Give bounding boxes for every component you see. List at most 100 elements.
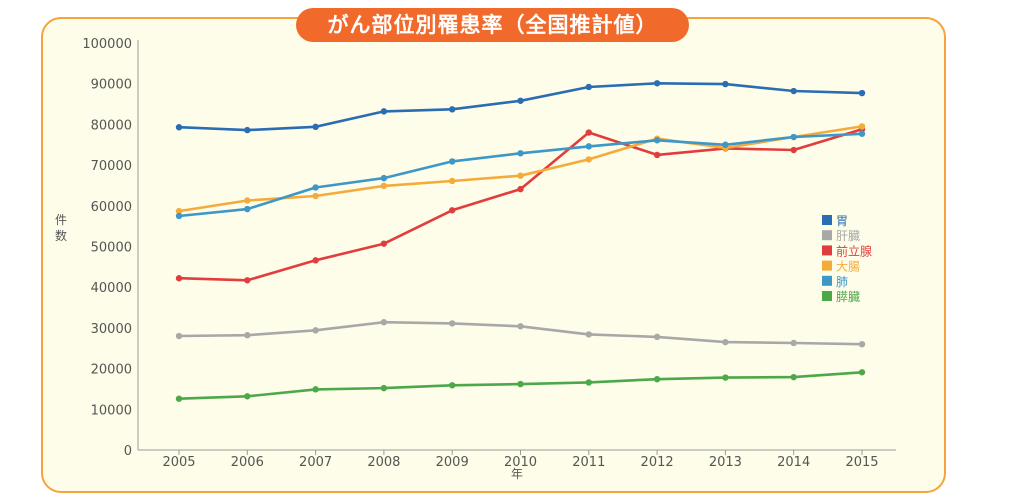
x-tick-label: 2006 [231,455,264,470]
data-point [858,340,866,348]
data-point [517,323,524,330]
data-point [380,174,388,182]
data-point [653,333,661,341]
legend-swatch-6 [822,291,832,301]
data-point [722,141,729,148]
data-point [244,393,251,400]
data-point [585,83,592,91]
legend-label-1: 胃 [836,214,848,228]
data-point [244,197,251,204]
data-point [517,150,524,157]
x-tick-label: 2011 [572,455,605,470]
data-point [653,375,661,383]
x-tick-label: 2014 [777,455,810,470]
y-tick-label: 30000 [91,322,132,337]
data-point [175,332,183,340]
data-point [312,257,319,264]
data-point [858,123,866,130]
y-tick-label: 10000 [91,403,132,418]
data-point [653,137,661,144]
chart-axes [137,40,896,451]
data-point [312,184,319,191]
data-point [449,177,456,185]
data-point [312,327,319,334]
data-point [449,207,456,214]
data-point [722,338,729,346]
data-point [585,156,592,163]
legend-label-5: 肺 [836,275,848,289]
data-point [722,374,729,381]
x-tick-label: 2012 [641,455,674,470]
x-tick-label: 2015 [845,455,878,470]
data-point [380,384,388,392]
data-point [380,319,388,326]
y-axis-label-line1: 件 [55,213,67,227]
data-point [585,129,592,136]
data-point [312,386,319,393]
data-point [244,205,251,213]
legend-swatch-3 [822,245,832,256]
data-point [175,124,183,131]
y-tick-label: 40000 [91,281,132,296]
x-tick-label: 2007 [299,455,332,470]
y-tick-labels: 0 10000 20000 30000 40000 50000 60000 70000 8000… [82,37,132,459]
data-point [790,146,797,154]
x-tick-label: 2013 [709,455,742,470]
data-point [380,240,388,247]
y-tick-label: 20000 [91,363,132,378]
legend-label-3: 前立腺 [836,243,872,258]
data-point [175,207,183,215]
data-point [517,172,524,179]
y-tick-label: 70000 [91,159,132,174]
x-tick-label: 2005 [162,455,195,470]
data-point [858,369,866,376]
legend-label-6: 膵臓 [836,290,860,304]
y-axis-label-line2: 数 [55,228,67,243]
data-point [449,106,456,113]
data-point [175,275,183,282]
y-tick-label: 100000 [82,37,132,52]
data-point [244,277,251,284]
y-tick-label: 60000 [91,200,132,215]
legend-label-4: 大腸 [836,260,860,274]
y-tick-label: 80000 [91,118,132,133]
legend-swatch-4 [822,260,832,271]
data-point [175,395,183,402]
data-point [449,158,456,165]
data-point [585,331,592,338]
chart-frame [41,17,946,493]
x-axis-label: 年 [511,467,523,481]
data-point [175,212,183,220]
data-point [244,332,251,339]
series-line-1 [178,82,863,132]
data-point [312,123,319,131]
y-tick-label: 0 [124,444,132,459]
x-tick-label: 2010 [504,455,537,470]
data-point [244,126,251,134]
data-point [517,380,524,388]
data-point [449,382,456,389]
x-tick-label: 2008 [367,455,400,470]
legend-label-2: 肝臓 [836,229,860,243]
data-point [585,379,592,386]
x-tick-labels: 2005 2006 2007 2008 2009 2010 2011 2012 2013 2014… [162,450,879,470]
data-point [312,192,319,200]
data-point [585,143,592,150]
data-point [653,80,661,87]
data-point [858,130,866,137]
data-point [517,97,524,104]
data-point [653,151,661,159]
data-point [790,373,797,381]
data-point [517,185,524,193]
y-tick-label: 90000 [91,78,132,93]
chart-title: がん部位別罹患率（全国推計値） [296,8,689,42]
data-point [790,133,797,141]
series-group [175,80,866,402]
x-tick-label: 2009 [436,455,469,470]
data-point [790,87,797,95]
y-tick-label: 50000 [91,241,132,256]
legend-swatch-5 [822,275,832,286]
data-point [858,89,866,97]
data-point [790,339,797,347]
